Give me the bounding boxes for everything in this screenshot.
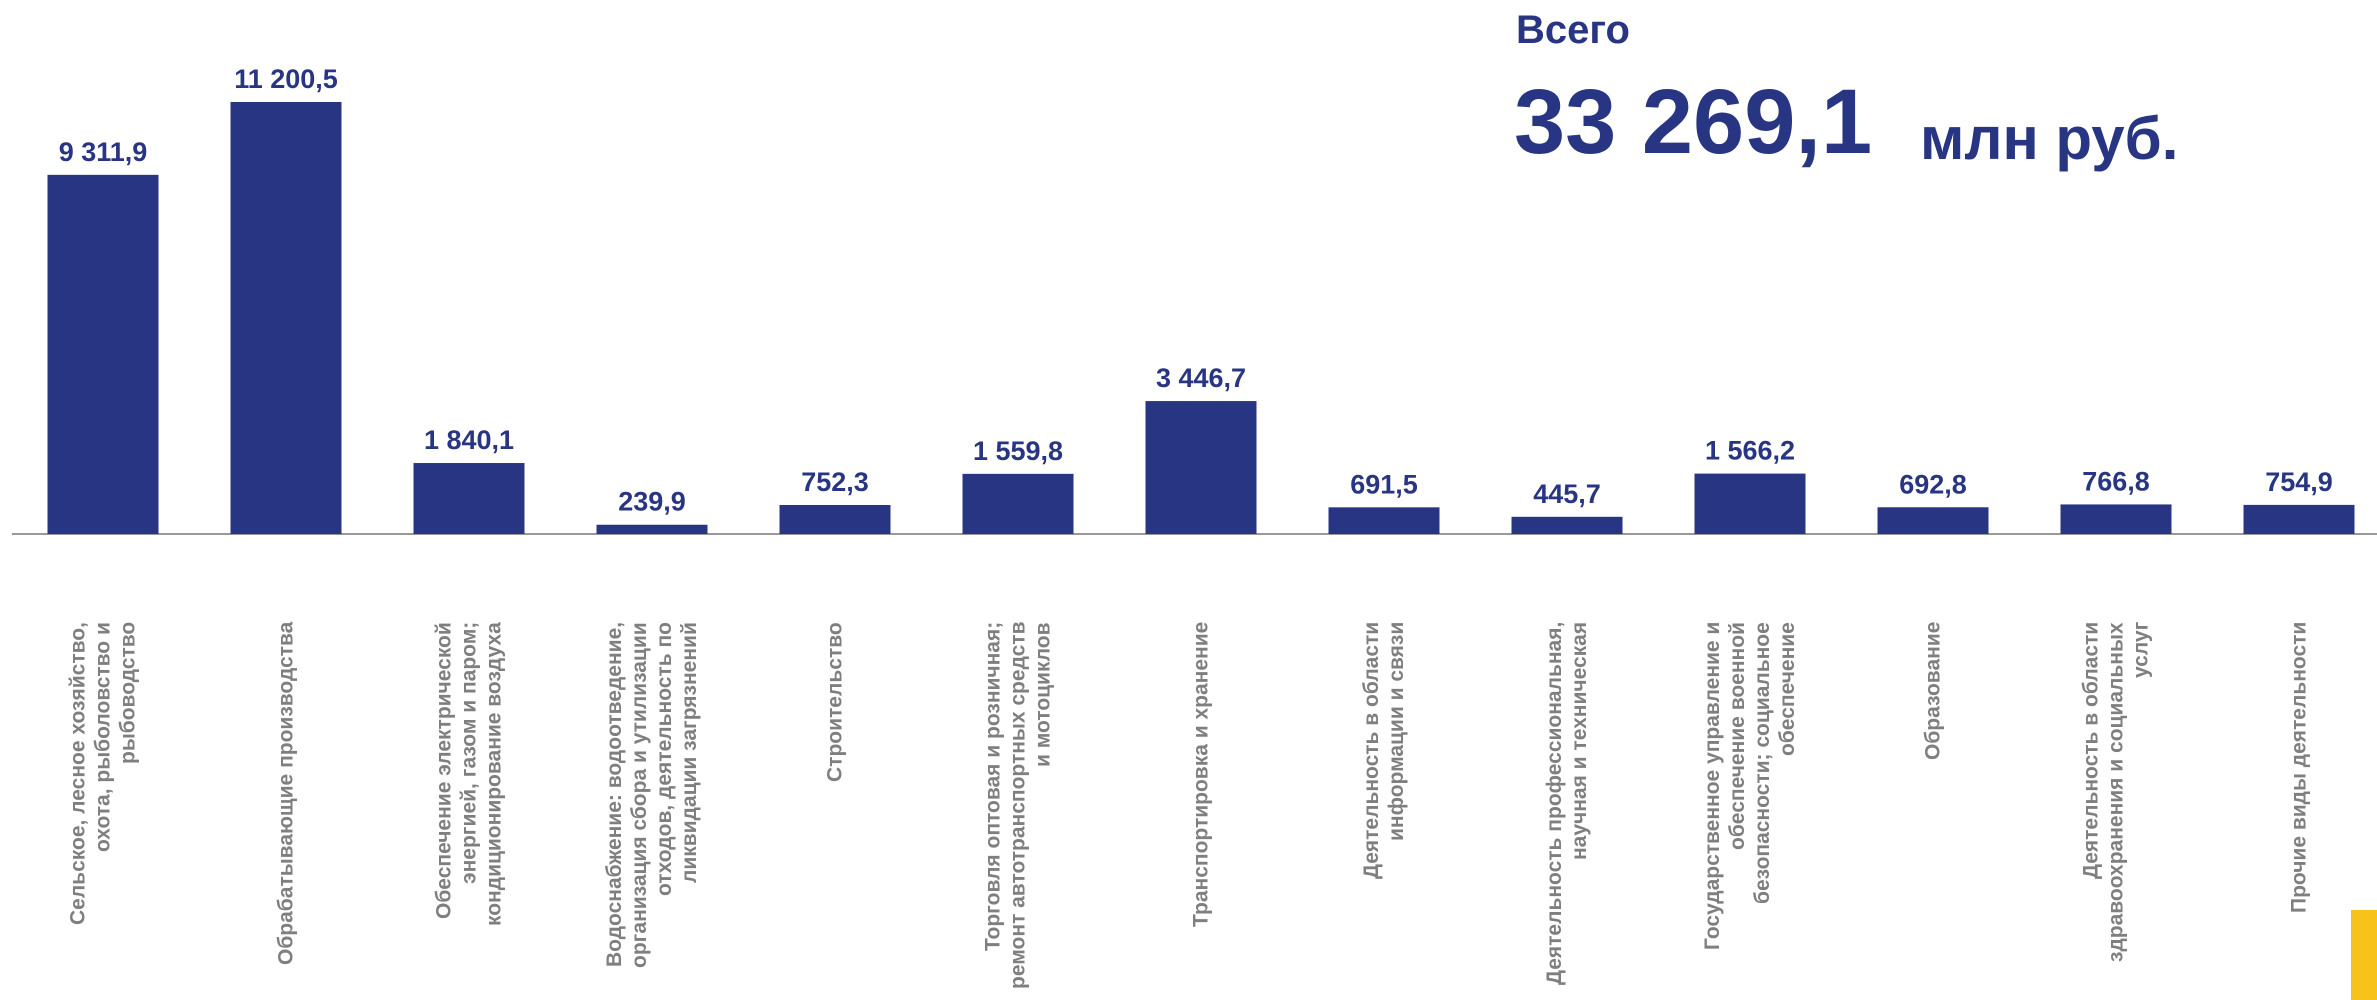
bar (413, 463, 525, 534)
category-label: Деятельность в области здравоохранения и… (2079, 622, 2153, 962)
category-label: Прочие виды деятельности (2287, 622, 2311, 914)
bar (230, 102, 342, 534)
category-label: Строительство (823, 622, 847, 782)
bar (596, 524, 708, 534)
value-label: 1 840,1 (424, 425, 514, 455)
total-unit: млн руб. (1920, 105, 2179, 172)
category-label: Государственное управление и обеспечение… (1701, 622, 1799, 951)
bar (779, 504, 891, 534)
category-label: Деятельность профессиональная, научная и… (1543, 622, 1591, 986)
value-label: 11 200,5 (234, 64, 338, 94)
category-label: Сельское, лесное хозяйство, охота, рыбол… (66, 622, 140, 925)
value-label: 766,8 (2082, 466, 2150, 496)
value-label: 691,5 (1350, 469, 1418, 499)
bar (2060, 504, 2172, 534)
category-label: Обрабатывающие производства (274, 622, 298, 966)
bar (1511, 516, 1623, 534)
bar (2243, 504, 2355, 534)
value-label: 692,8 (1899, 469, 1967, 499)
value-label: 752,3 (801, 467, 869, 497)
total-value: 33 269,1 (1514, 71, 1873, 173)
value-label: 239,9 (618, 487, 686, 517)
bar (1145, 401, 1257, 534)
bar (1694, 473, 1806, 534)
bar (962, 473, 1074, 534)
value-label: 3 446,7 (1156, 363, 1246, 393)
bar (47, 174, 159, 534)
category-label: Обеспечение электрической энергией, газо… (432, 622, 506, 926)
category-label: Водоснабжение: водоотведение, организаци… (603, 622, 701, 968)
category-label: Деятельность в области информации и связ… (1360, 622, 1408, 880)
corner-accent (2351, 910, 2377, 1000)
bar (1328, 507, 1440, 534)
category-label: Образование (1921, 622, 1945, 761)
value-label: 9 311,9 (59, 137, 148, 167)
value-label: 445,7 (1533, 479, 1601, 509)
value-label: 1 559,8 (973, 436, 1063, 466)
value-label: 754,9 (2265, 467, 2333, 497)
category-label: Торговля оптовая и розничная; ремонт авт… (981, 622, 1055, 990)
total-caption: Всего (1516, 8, 1630, 52)
bar (1877, 507, 1989, 534)
value-label: 1 566,2 (1705, 436, 1795, 466)
category-label: Транспортировка и хранение (1189, 622, 1213, 928)
